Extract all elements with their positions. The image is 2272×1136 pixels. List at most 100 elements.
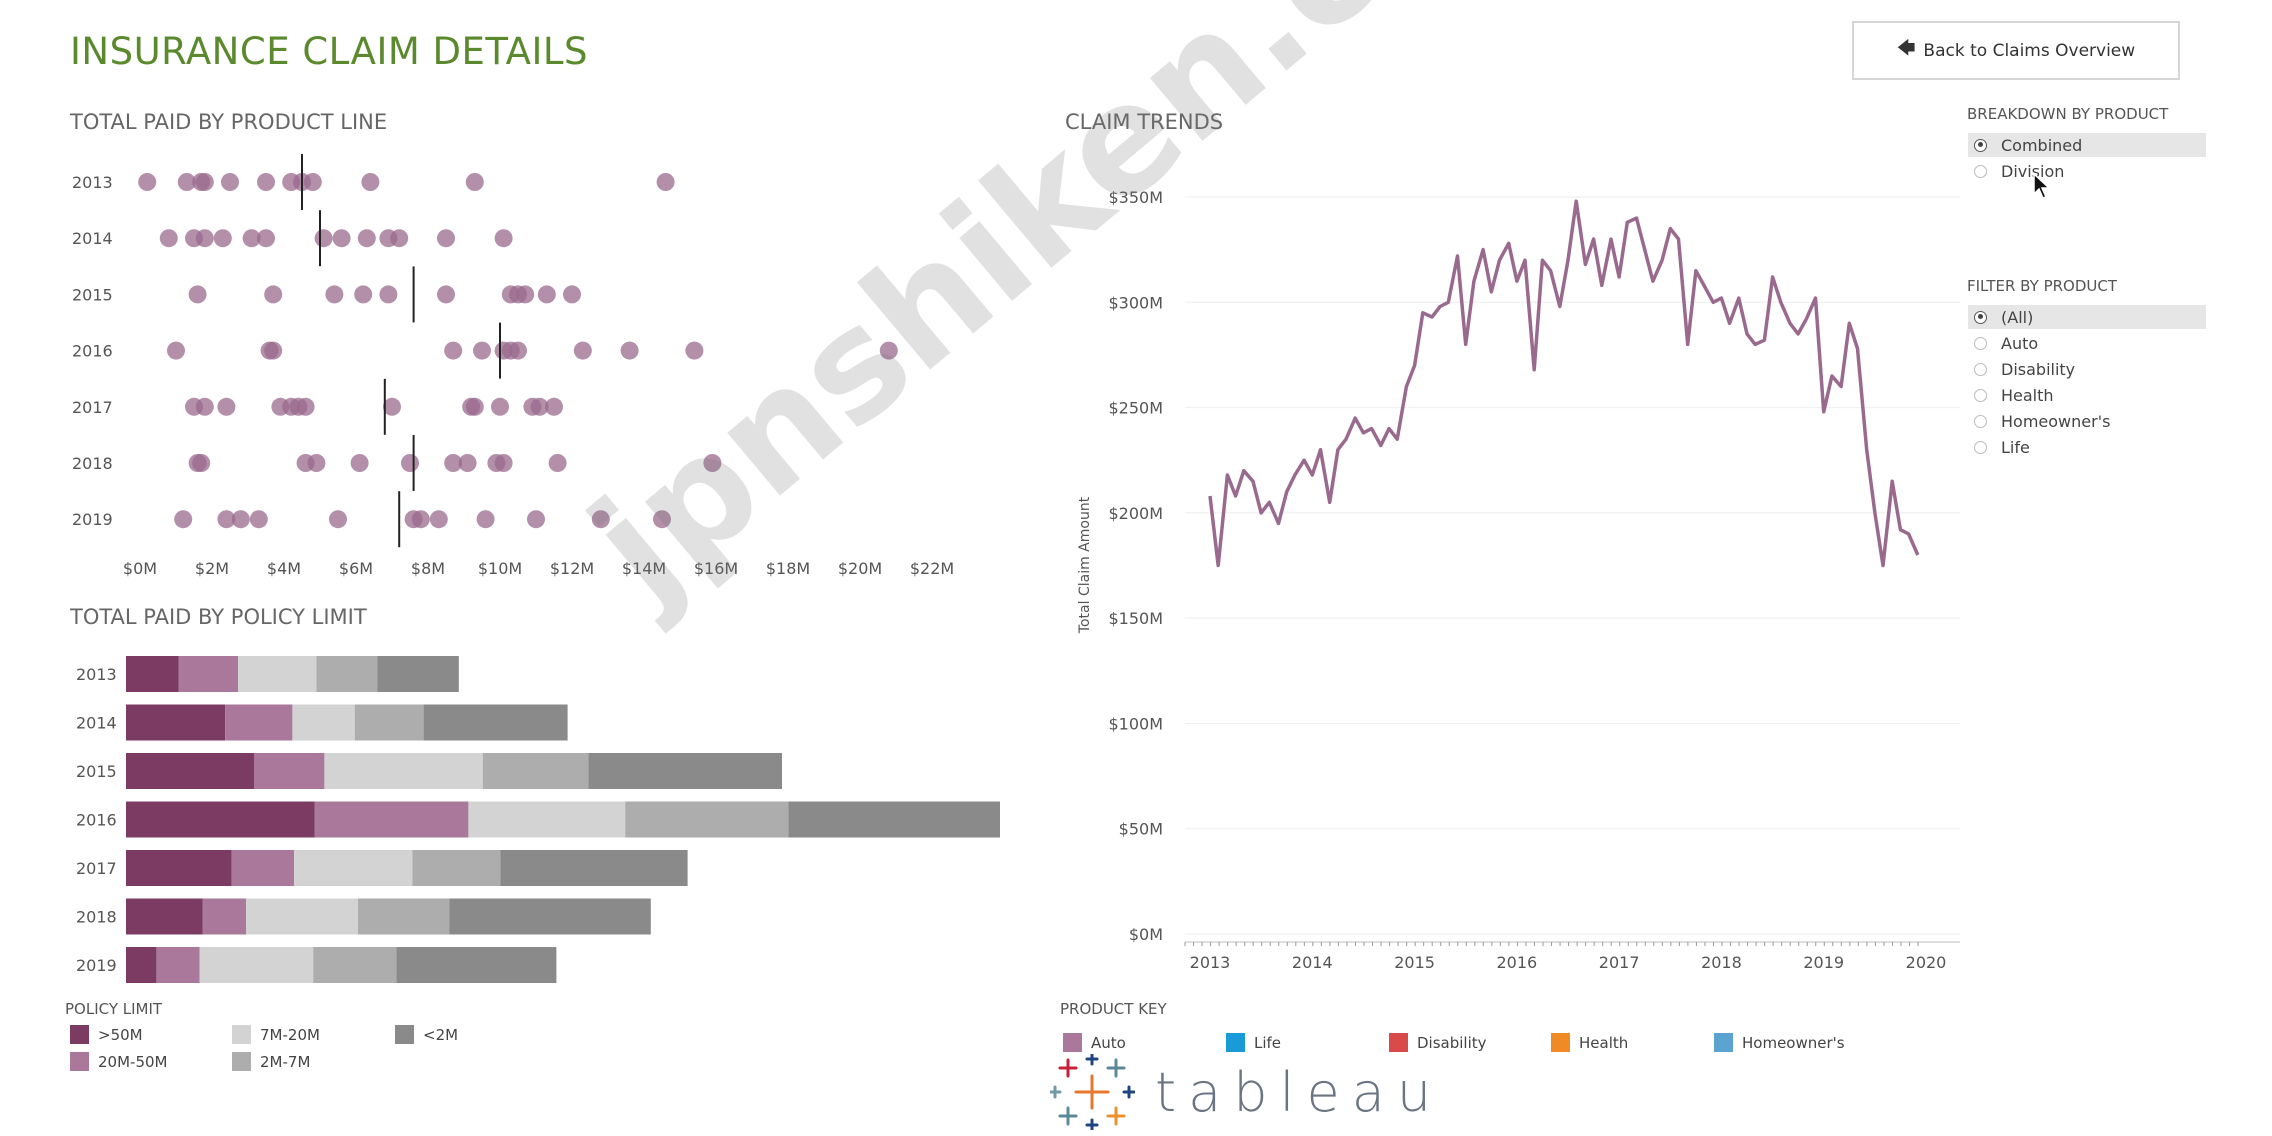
radio-unselected-icon: [1974, 362, 1987, 376]
radio-unselected-icon: [1974, 440, 1987, 454]
bar-segment: [231, 850, 294, 886]
y-tick-label: 2015: [76, 762, 117, 781]
data-point: [437, 229, 455, 248]
bar-segment: [500, 850, 688, 886]
x-tick-label: 2020: [1906, 953, 1947, 972]
data-point: [703, 454, 722, 472]
bar-segment: [625, 801, 789, 838]
data-point: [354, 285, 373, 304]
data-point: [537, 285, 556, 304]
data-point: [465, 173, 484, 191]
product-key-disability: Disability: [1389, 1033, 1487, 1052]
y-tick-label: 2013: [76, 665, 117, 684]
legend-item-20m-50m: 20M-50M: [70, 1052, 167, 1071]
data-point: [509, 341, 527, 360]
arrow-left-icon: 🡄: [1896, 37, 1916, 59]
option-label: Division: [2001, 161, 2065, 181]
data-point: [195, 173, 214, 191]
legend-swatch: [1389, 1033, 1408, 1052]
data-point: [444, 454, 463, 472]
data-point: [242, 229, 261, 248]
x-tick-label: $4M: [267, 559, 301, 578]
legend-swatch: [1714, 1033, 1733, 1052]
back-to-overview-button[interactable]: 🡄 Back to Claims Overview: [1852, 21, 2180, 80]
y-tick-label: $200M: [1108, 504, 1163, 523]
data-point: [379, 285, 398, 304]
page-title: INSURANCE CLAIM DETAILS: [70, 30, 588, 73]
filter-title: FILTER BY PRODUCT: [1967, 277, 2118, 295]
filter-option-health[interactable]: Health: [1968, 383, 2206, 407]
data-point: [411, 510, 430, 529]
data-point: [332, 229, 351, 248]
y-tick-label: $0M: [1129, 925, 1163, 944]
data-point: [620, 341, 639, 360]
legend-item-lt2m: <2M: [395, 1025, 458, 1044]
data-point: [591, 510, 610, 529]
bar-segment: [314, 801, 469, 838]
product-key-health: Health: [1551, 1033, 1628, 1052]
breakdown-title: BREAKDOWN BY PRODUCT: [1967, 105, 2169, 123]
bar-segment: [354, 704, 424, 741]
bar-segment: [324, 753, 483, 789]
data-point: [527, 510, 545, 529]
bar-segment: [316, 656, 378, 692]
bar-segment: [423, 704, 568, 741]
bar-segment: [412, 850, 501, 886]
data-point: [303, 173, 322, 191]
breakdown-option-combined[interactable]: Combined: [1968, 133, 2206, 157]
legend-label: Homeowner's: [1742, 1033, 1845, 1052]
data-point: [516, 285, 535, 304]
y-tick-label: 2019: [72, 510, 113, 529]
bar-segment: [238, 656, 317, 692]
mouse-pointer-icon: [2033, 172, 2051, 199]
data-point: [264, 341, 283, 360]
product-line-scatter-chart: 2013 2014 2015 2016 2017 2018 2019 $0M $2M $4M $6M…: [72, 154, 954, 578]
x-tick-label: $6M: [339, 559, 373, 578]
option-label: Disability: [2001, 359, 2076, 379]
data-point: [563, 285, 581, 304]
legend-label: Life: [1254, 1033, 1282, 1052]
x-tick-label: 2014: [1292, 953, 1333, 972]
option-label: Health: [2001, 385, 2054, 405]
data-point: [357, 229, 376, 248]
bar-segment: [126, 850, 232, 886]
data-point: [188, 285, 207, 304]
bar-segment: [449, 898, 651, 935]
data-point: [545, 397, 563, 416]
bar-segment: [126, 801, 315, 838]
data-point: [383, 397, 401, 416]
x-tick-label: 2018: [1701, 953, 1742, 972]
data-point: [159, 229, 178, 248]
bar-segment: [126, 656, 179, 692]
filter-option-life[interactable]: Life: [1968, 435, 2206, 459]
data-point: [494, 454, 513, 472]
bar-segment: [292, 704, 355, 741]
data-point: [429, 510, 448, 529]
back-button-label: Back to Claims Overview: [1923, 40, 2136, 61]
y-tick-label: 2016: [76, 811, 117, 830]
x-tick-label: 2013: [1190, 953, 1231, 972]
filter-option-all[interactable]: (All): [1968, 305, 2206, 329]
filter-option-auto[interactable]: Auto: [1968, 331, 2206, 355]
data-point: [296, 397, 315, 416]
trend-series-line: [1208, 199, 1920, 568]
breakdown-option-division[interactable]: Division: [1968, 159, 2206, 183]
filter-option-homeowners[interactable]: Homeowner's: [1968, 409, 2206, 433]
product-key-auto: Auto: [1063, 1033, 1126, 1052]
y-tick-label: $150M: [1108, 609, 1163, 628]
bar-segment: [788, 801, 1000, 838]
legend-swatch: [70, 1025, 89, 1044]
data-point: [465, 397, 484, 416]
tableau-logo: tableau: [1050, 1054, 1443, 1130]
data-point: [656, 173, 675, 191]
product-line-title: TOTAL PAID BY PRODUCT LINE: [70, 110, 388, 134]
data-point: [231, 510, 250, 529]
filter-option-disability[interactable]: Disability: [1968, 357, 2206, 381]
legend-swatch: [232, 1025, 251, 1044]
bar-segment: [178, 656, 238, 692]
x-tick-label: $20M: [838, 559, 882, 578]
claim-trends-title: CLAIM TRENDS: [1065, 110, 1224, 134]
bar-segment: [313, 947, 397, 983]
data-point: [257, 173, 275, 191]
y-tick-label: 2017: [76, 859, 117, 878]
